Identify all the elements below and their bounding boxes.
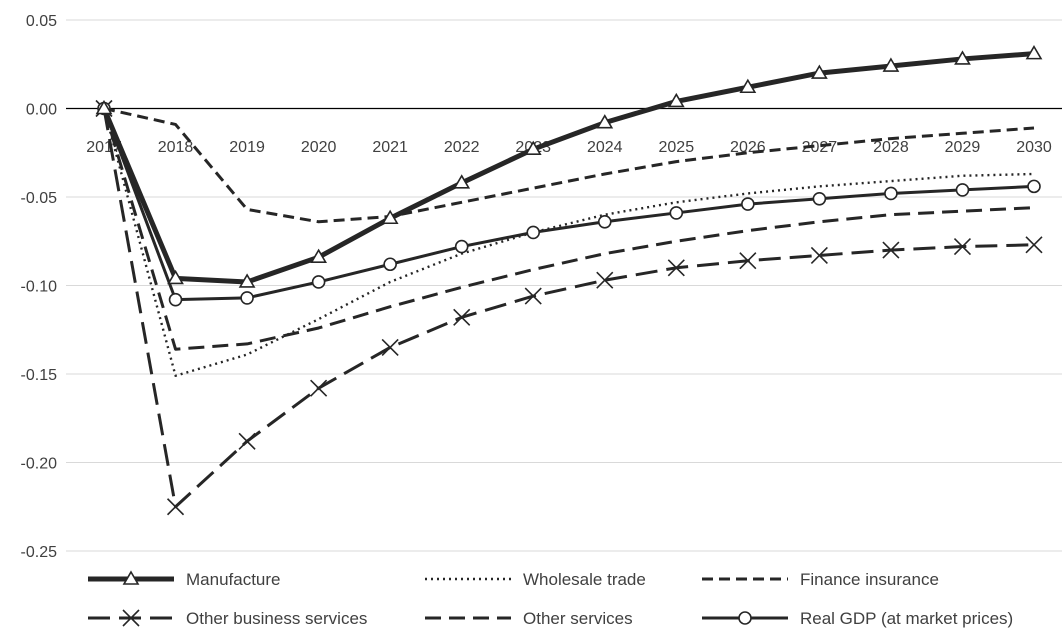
data-point-marker: [167, 269, 184, 285]
data-point-marker: [238, 432, 256, 450]
data-point-marker: [381, 338, 399, 357]
series-line: [102, 107, 1035, 302]
data-point-marker: [597, 214, 612, 229]
data-point-marker: [596, 271, 614, 289]
legend-marker: [122, 570, 140, 585]
x-tick-label: 2028: [873, 139, 909, 156]
data-point-marker: [453, 174, 471, 189]
grid-lines: [66, 19, 1062, 552]
series-manufacture: [95, 45, 1043, 288]
x-tick-label: 2029: [945, 139, 981, 156]
legend-item: Other services: [425, 609, 633, 628]
legend-item: Other business services: [88, 609, 367, 628]
data-point-marker: [669, 206, 684, 220]
data-point-marker: [1027, 179, 1041, 194]
data-point-marker: [454, 239, 469, 254]
legend-label: Real GDP (at market prices): [800, 609, 1013, 628]
data-point-marker: [238, 273, 256, 288]
data-point-marker: [1025, 236, 1043, 254]
y-tick-label: 0.05: [26, 13, 57, 30]
x-tick-label: 2020: [301, 139, 337, 156]
series-real-gdp-at-market-prices: [97, 101, 1041, 307]
x-tick-label: 2018: [158, 139, 194, 156]
x-tick-label: 2021: [372, 139, 408, 156]
legend-marker: [738, 611, 752, 625]
data-point-marker: [526, 225, 541, 240]
data-point-marker: [240, 291, 254, 305]
data-point-marker: [667, 92, 685, 108]
data-point-marker: [810, 246, 828, 264]
legend-label: Finance insurance: [800, 570, 939, 589]
series-lines: [95, 45, 1043, 516]
series-finance-insurance: [103, 107, 1035, 224]
y-tick-label: -0.15: [21, 367, 58, 384]
series-line: [103, 107, 1035, 224]
series-other-services: [102, 108, 1035, 351]
x-tick-label: 2025: [659, 139, 695, 156]
x-tick-label: 2030: [1016, 139, 1052, 156]
data-point-marker: [1025, 45, 1043, 60]
data-point-marker: [381, 209, 399, 225]
y-tick-label: -0.05: [21, 190, 58, 207]
data-point-marker: [524, 287, 542, 305]
data-point-marker: [955, 183, 970, 197]
y-tick-label: -0.10: [21, 279, 58, 296]
data-point-marker: [882, 241, 900, 259]
legend-marker: [122, 609, 140, 627]
data-point-marker: [453, 308, 471, 326]
series-other-business-services: [95, 99, 1043, 516]
data-point-marker: [882, 57, 900, 72]
series-line: [101, 51, 1035, 285]
legend-item: Finance insurance: [702, 570, 939, 589]
legend-label: Wholesale trade: [523, 570, 646, 589]
legend: Manufacture Wholesale trade Finance insura…: [88, 570, 1013, 628]
data-point-marker: [524, 140, 542, 156]
data-point-marker: [884, 186, 898, 201]
data-point-marker: [953, 237, 972, 256]
data-point-marker: [310, 248, 328, 263]
data-point-marker: [810, 64, 828, 79]
data-point-marker: [739, 78, 757, 94]
legend-label: Other business services: [186, 609, 367, 628]
data-point-marker: [741, 197, 755, 211]
data-point-marker: [667, 259, 685, 277]
data-point-marker: [812, 191, 827, 206]
x-axis-tick-labels: 2017201820192020202120222023202420252026…: [86, 139, 1052, 156]
x-tick-label: 2019: [229, 139, 265, 156]
data-point-marker: [166, 498, 185, 516]
legend-label: Manufacture: [186, 570, 281, 589]
y-tick-label: 0.00: [26, 102, 57, 119]
x-tick-label: 2024: [587, 139, 623, 156]
x-tick-label: 2022: [444, 139, 480, 156]
data-point-marker: [596, 114, 614, 129]
data-point-marker: [311, 275, 326, 289]
legend-label: Other services: [523, 609, 633, 628]
data-point-marker: [954, 50, 971, 65]
y-tick-label: -0.20: [21, 456, 58, 473]
data-point-marker: [95, 99, 113, 115]
data-point-marker: [383, 257, 397, 272]
series-line: [102, 108, 1035, 509]
legend-item: Manufacture: [88, 570, 281, 589]
x-tick-label: 2026: [730, 139, 766, 156]
data-point-marker: [168, 292, 183, 307]
y-tick-label: -0.25: [21, 544, 58, 561]
x-tick-label: 2027: [802, 139, 838, 156]
y-axis-tick-labels: 0.05 0.00 -0.05 -0.10 -0.15 -0.20 -0.25: [21, 13, 58, 561]
series-line: [102, 108, 1035, 351]
data-point-marker: [739, 252, 757, 270]
legend-item: Real GDP (at market prices): [702, 609, 1013, 628]
legend-item: Wholesale trade: [425, 570, 646, 589]
data-point-marker: [310, 379, 328, 397]
